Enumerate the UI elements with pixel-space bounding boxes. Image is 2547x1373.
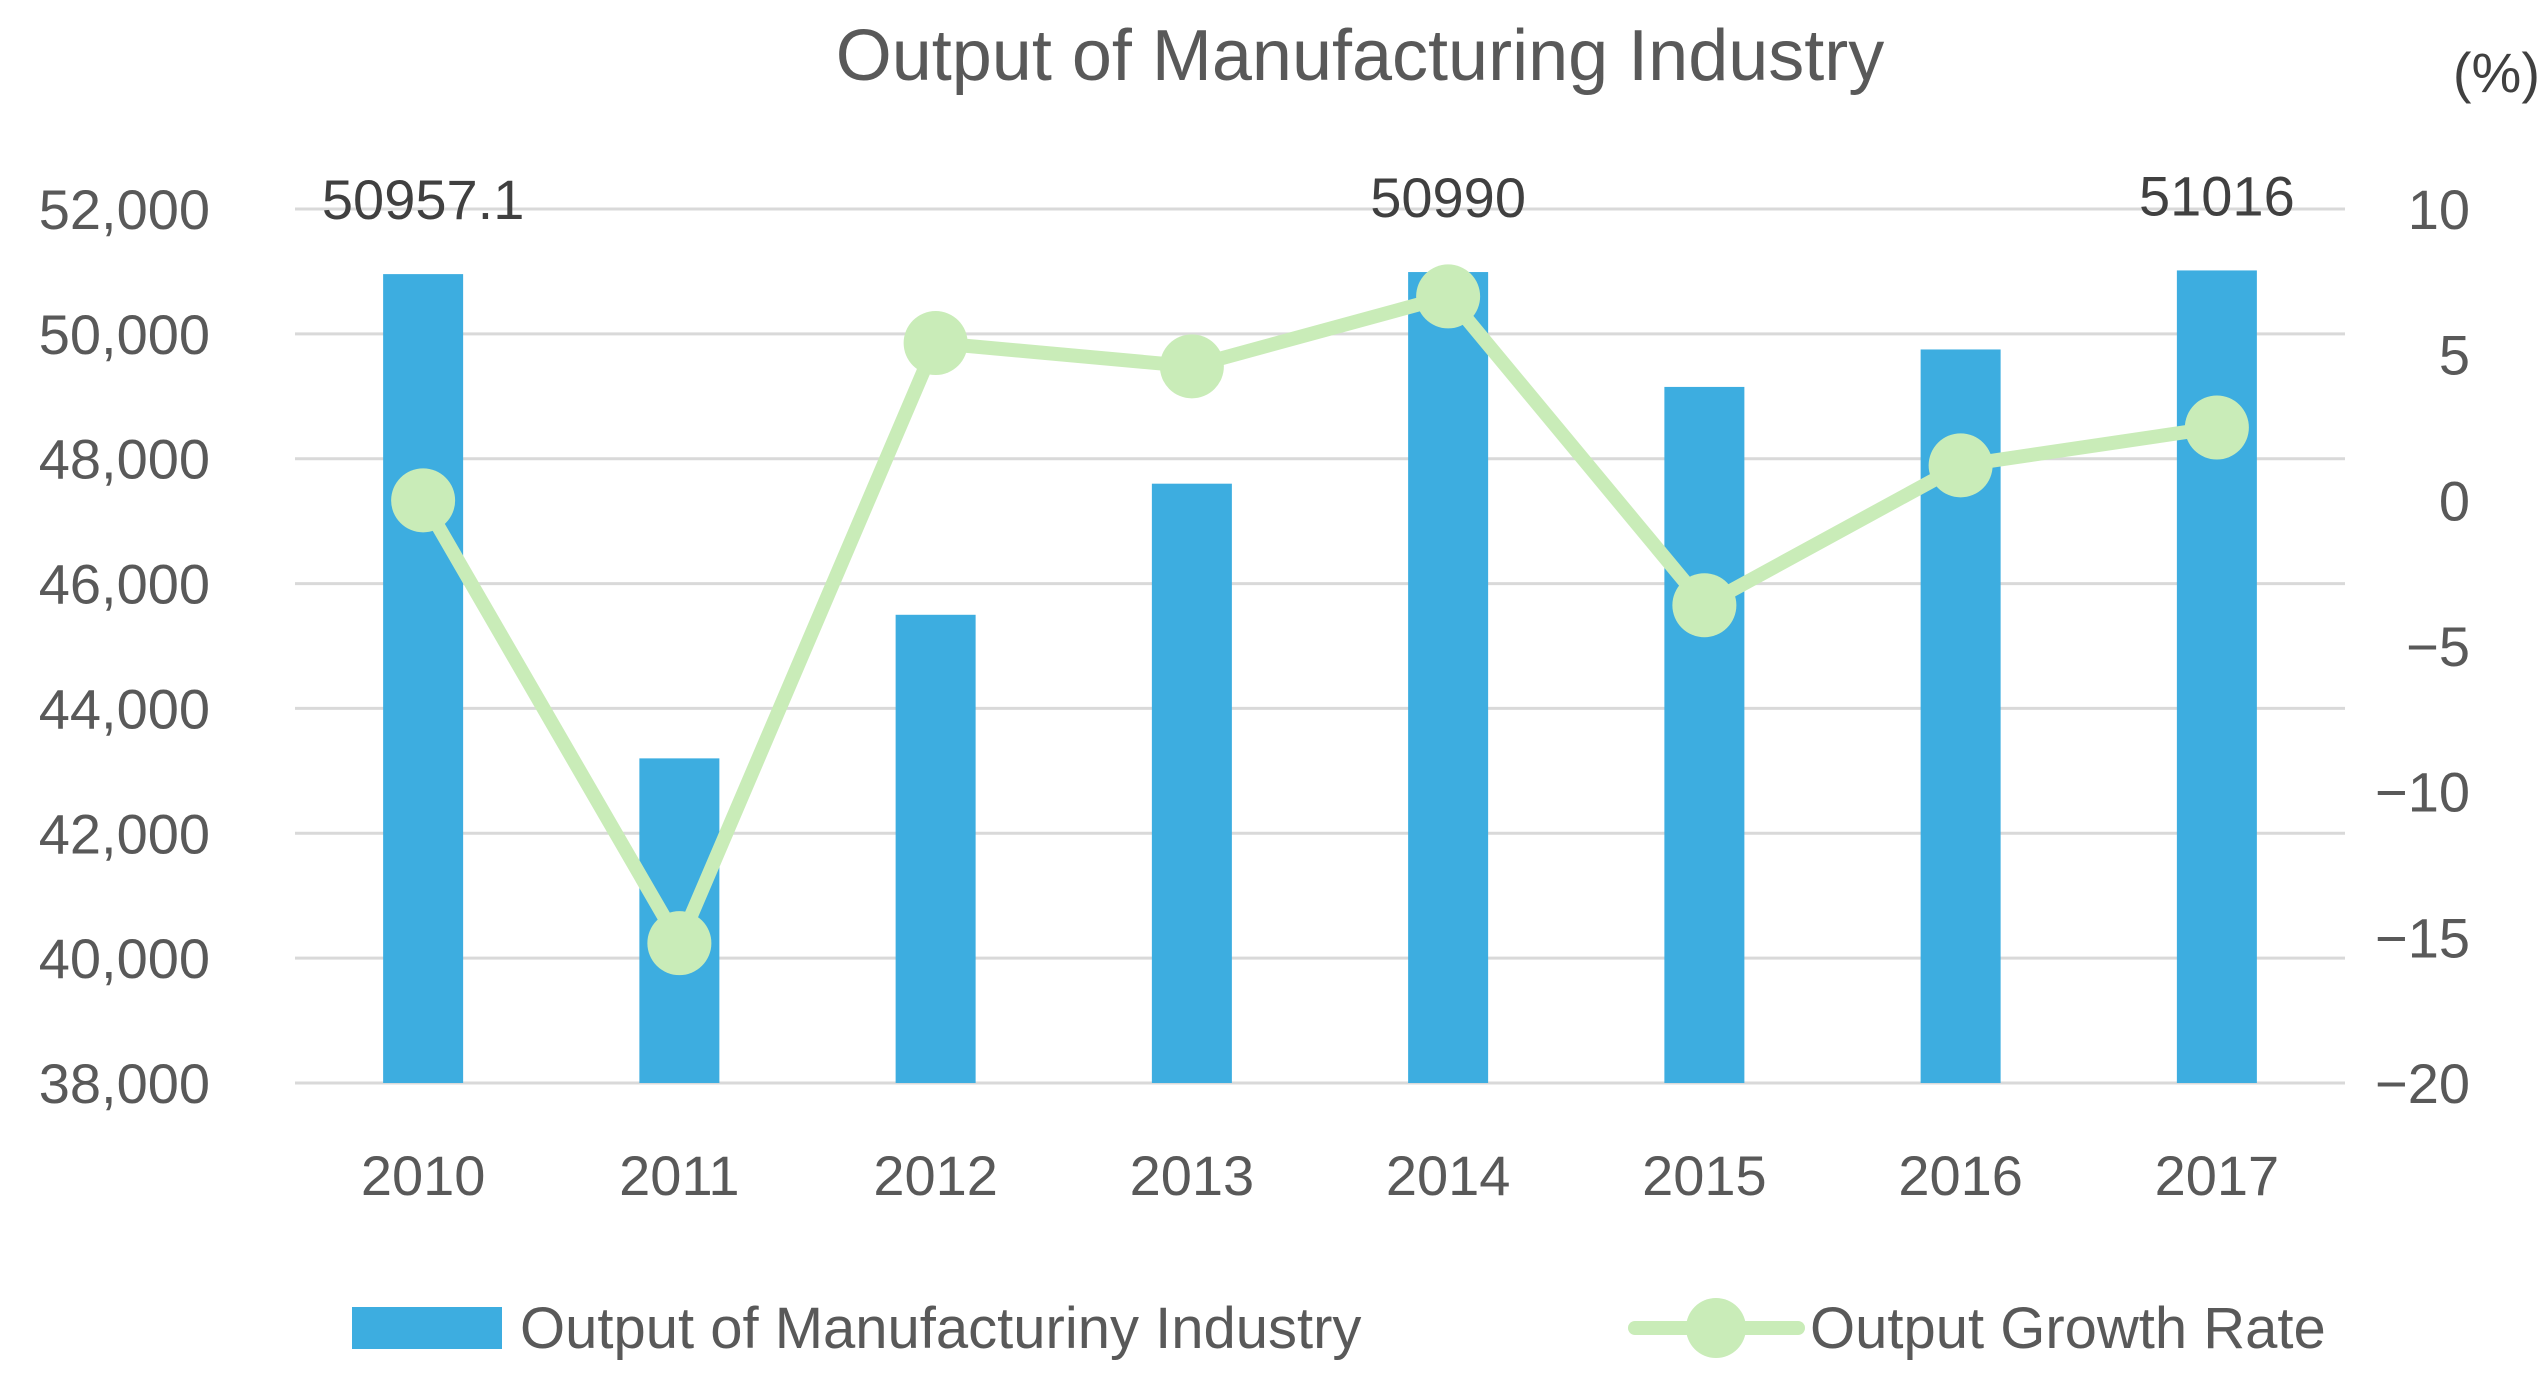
bar-2013 — [1151, 483, 1232, 1084]
bar-2015 — [1664, 386, 1745, 1084]
left-tick-label: 40,000 — [39, 927, 210, 990]
legend: Output of Manufacturiny Industry Output … — [352, 1296, 2326, 1361]
x-axis-ticks: 2010 2011 2012 2013 2014 2015 2016 2017 — [361, 1144, 2279, 1207]
data-labels-layer: 50957.1 50990 51016 — [322, 164, 2295, 231]
left-tick-label: 50,000 — [39, 303, 210, 366]
right-tick-label: −15 — [2375, 906, 2470, 969]
right-tick-label: 10 — [2408, 178, 2470, 241]
legend-bar-swatch — [352, 1307, 502, 1349]
right-tick-label: 0 — [2439, 469, 2470, 532]
bar-2010 — [383, 274, 464, 1083]
x-tick-label: 2014 — [1386, 1144, 1511, 1207]
right-axis-ticks: −20 −15 −10 −5 0 5 10 — [2375, 178, 2470, 1115]
legend-bar-label: Output of Manufacturiny Industry — [520, 1296, 1361, 1361]
left-tick-label: 38,000 — [39, 1052, 210, 1115]
growth-point-2017 — [2184, 395, 2249, 460]
data-label-2014: 50990 — [1370, 166, 1526, 229]
growth-point-2013 — [1159, 334, 1224, 399]
right-tick-label: −5 — [2406, 615, 2470, 678]
left-tick-label: 44,000 — [39, 677, 210, 740]
data-label-2017: 51016 — [2139, 164, 2295, 227]
left-tick-label: 42,000 — [39, 802, 210, 865]
bar-2017 — [2176, 270, 2257, 1084]
line-layer — [391, 264, 2249, 976]
right-tick-label: 5 — [2439, 324, 2470, 387]
right-tick-label: −20 — [2375, 1052, 2470, 1115]
right-axis-unit-label: (%) — [2453, 41, 2540, 104]
x-tick-label: 2010 — [361, 1144, 486, 1207]
left-tick-label: 46,000 — [39, 553, 210, 616]
growth-point-2011 — [647, 911, 712, 976]
left-tick-label: 48,000 — [39, 428, 210, 491]
legend-line-marker — [1686, 1298, 1746, 1358]
x-tick-label: 2016 — [1898, 1144, 2023, 1207]
left-tick-label: 52,000 — [39, 178, 210, 241]
growth-point-2016 — [1928, 433, 1993, 498]
growth-point-2014 — [1416, 264, 1481, 329]
chart-title: Output of Manufacturing Industry — [836, 16, 1885, 96]
legend-line-label: Output Growth Rate — [1810, 1296, 2326, 1361]
right-tick-label: −10 — [2375, 761, 2470, 824]
growth-rate-line — [416, 289, 2224, 951]
bar-2014 — [1408, 272, 1489, 1083]
growth-point-2012 — [903, 311, 968, 376]
growth-point-2010 — [391, 468, 456, 533]
x-tick-label: 2015 — [1642, 1144, 1767, 1207]
x-tick-label: 2012 — [873, 1144, 998, 1207]
grid-layer — [295, 207, 2345, 1085]
left-axis-ticks: 38,000 40,000 42,000 44,000 46,000 48,000 50,0… — [39, 178, 210, 1115]
bar-2012 — [895, 614, 976, 1083]
data-label-2010: 50957.1 — [322, 168, 524, 231]
x-tick-label: 2017 — [2155, 1144, 2280, 1207]
x-tick-label: 2013 — [1130, 1144, 1255, 1207]
growth-point-2015 — [1672, 573, 1737, 638]
x-tick-label: 2011 — [619, 1144, 739, 1207]
